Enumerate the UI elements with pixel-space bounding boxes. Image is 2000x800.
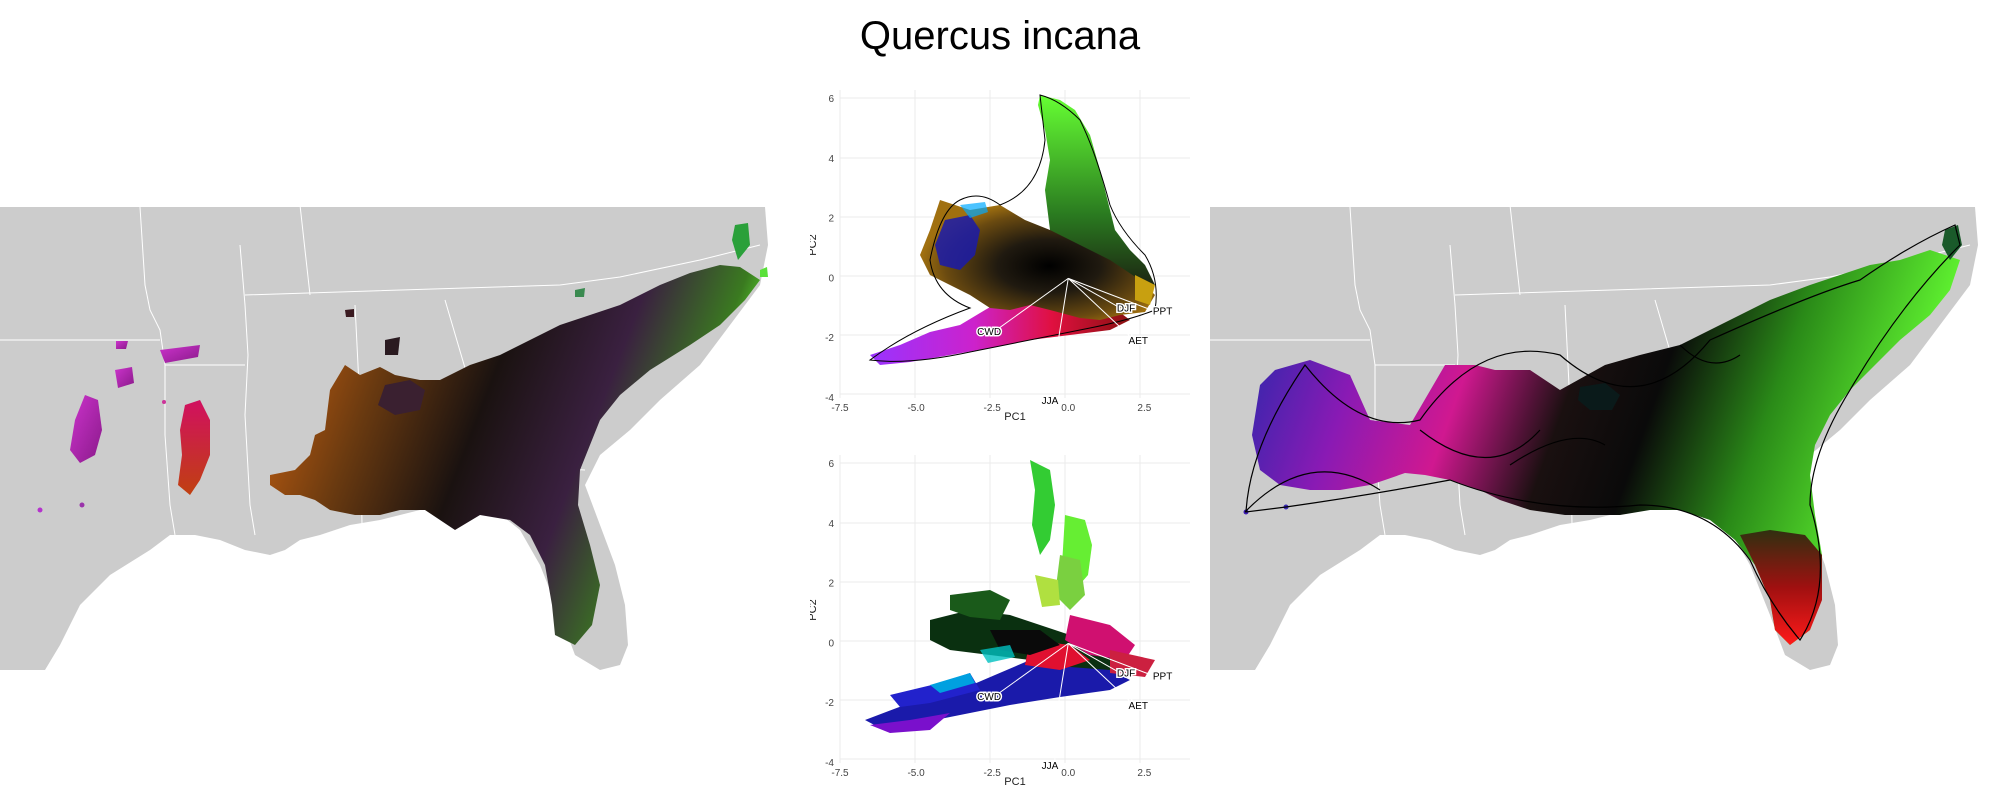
x-axis-label: PC1: [1004, 776, 1025, 788]
y-tick-label: 4: [828, 154, 834, 165]
pc-vector-aet: [1067, 278, 1139, 345]
pc-vector-label-halo: DJF: [1117, 668, 1135, 679]
x-tick-label: 0.0: [1061, 768, 1075, 779]
pc-vector-label: AET: [1129, 701, 1148, 712]
pc-vector-label: CWD: [977, 327, 1001, 338]
pc-vector-label: JJA: [1042, 396, 1059, 407]
pc-vector-label-halo: JJA: [1042, 396, 1059, 407]
hull-cloud: [870, 95, 1155, 365]
y-tick-label: 6: [828, 459, 834, 470]
pc-vector-ppt: [1068, 642, 1163, 680]
y-tick-label: 0: [828, 273, 834, 284]
hull-outline: [868, 94, 1157, 362]
pc-vector-label-halo: AET: [1129, 701, 1148, 712]
pc-vector-djf: [1068, 277, 1127, 312]
x-tick-label: -5.0: [907, 768, 925, 779]
y-tick-label: 6: [828, 94, 834, 105]
hull-outline: [1245, 224, 1961, 642]
pc-vector-label: DJF: [1117, 303, 1135, 314]
point-cloud: [865, 460, 1155, 733]
pc-vector-label-halo: CWD: [977, 692, 1001, 703]
pc-vector-jja: [1049, 278, 1069, 393]
x-tick-label: -7.5: [831, 768, 849, 779]
pc-vector-label-halo: PPT: [1153, 306, 1172, 317]
pc-vector-djf: [1068, 642, 1127, 677]
y-ticks: -4 -2 0 2 4 6: [825, 459, 834, 769]
pc-vector-label: CWD: [977, 692, 1001, 703]
pc-vector-label: PPT: [1153, 306, 1172, 317]
range-polygons: [37, 223, 768, 645]
pc-vector-label: PPT: [1153, 671, 1172, 682]
x-axis-label: PC1: [1004, 411, 1025, 423]
x-tick-label: -2.5: [984, 403, 1002, 414]
pc-vector-cwd: [988, 277, 1069, 336]
x-tick-label: -7.5: [831, 403, 849, 414]
x-tick-label: -5.0: [907, 403, 925, 414]
y-ticks: -4 -2 0 2 4 6: [825, 94, 834, 404]
pc-vector-jja: [1049, 643, 1069, 758]
x-ticks: -7.5 -5.0 -2.5 0.0 2.5: [831, 768, 1151, 779]
pc-vector-label-halo: CWD: [977, 327, 1001, 338]
y-tick-label: -2: [825, 698, 834, 709]
pc-vector-label: AET: [1129, 336, 1148, 347]
pc-vector-label-halo: JJA: [1042, 761, 1059, 772]
y-tick-label: 0: [828, 638, 834, 649]
y-tick-label: 2: [828, 214, 834, 225]
figure-title: Quercus incana: [859, 14, 1141, 58]
y-axis-label: PC2: [810, 234, 819, 255]
y-tick-label: -4: [825, 393, 834, 404]
pc-vector-label: DJF: [1117, 668, 1135, 679]
pc-vector-label-halo: PPT: [1153, 671, 1172, 682]
x-ticks: -7.5 -5.0 -2.5 0.0 2.5: [831, 403, 1151, 414]
x-tick-label: 0.0: [1061, 403, 1075, 414]
pc-vector-ppt: [1068, 277, 1163, 315]
pc-vector-aet: [1067, 643, 1139, 710]
pc-vector-cwd: [988, 642, 1069, 701]
y-tick-label: 4: [828, 519, 834, 530]
y-tick-label: 2: [828, 579, 834, 590]
hull-arcs: [1244, 344, 1741, 513]
x-tick-label: 2.5: [1137, 768, 1151, 779]
x-tick-label: 2.5: [1137, 403, 1151, 414]
right-map: [1210, 205, 1978, 670]
y-tick-label: -2: [825, 333, 834, 344]
left-map: [0, 205, 768, 670]
y-tick-label: -4: [825, 758, 834, 769]
pc-vector-label: JJA: [1042, 761, 1059, 772]
pc-vector-label-halo: AET: [1129, 336, 1148, 347]
y-axis-label: PC2: [810, 599, 819, 620]
x-tick-label: -2.5: [984, 768, 1002, 779]
pc-vector-label-halo: DJF: [1117, 303, 1135, 314]
